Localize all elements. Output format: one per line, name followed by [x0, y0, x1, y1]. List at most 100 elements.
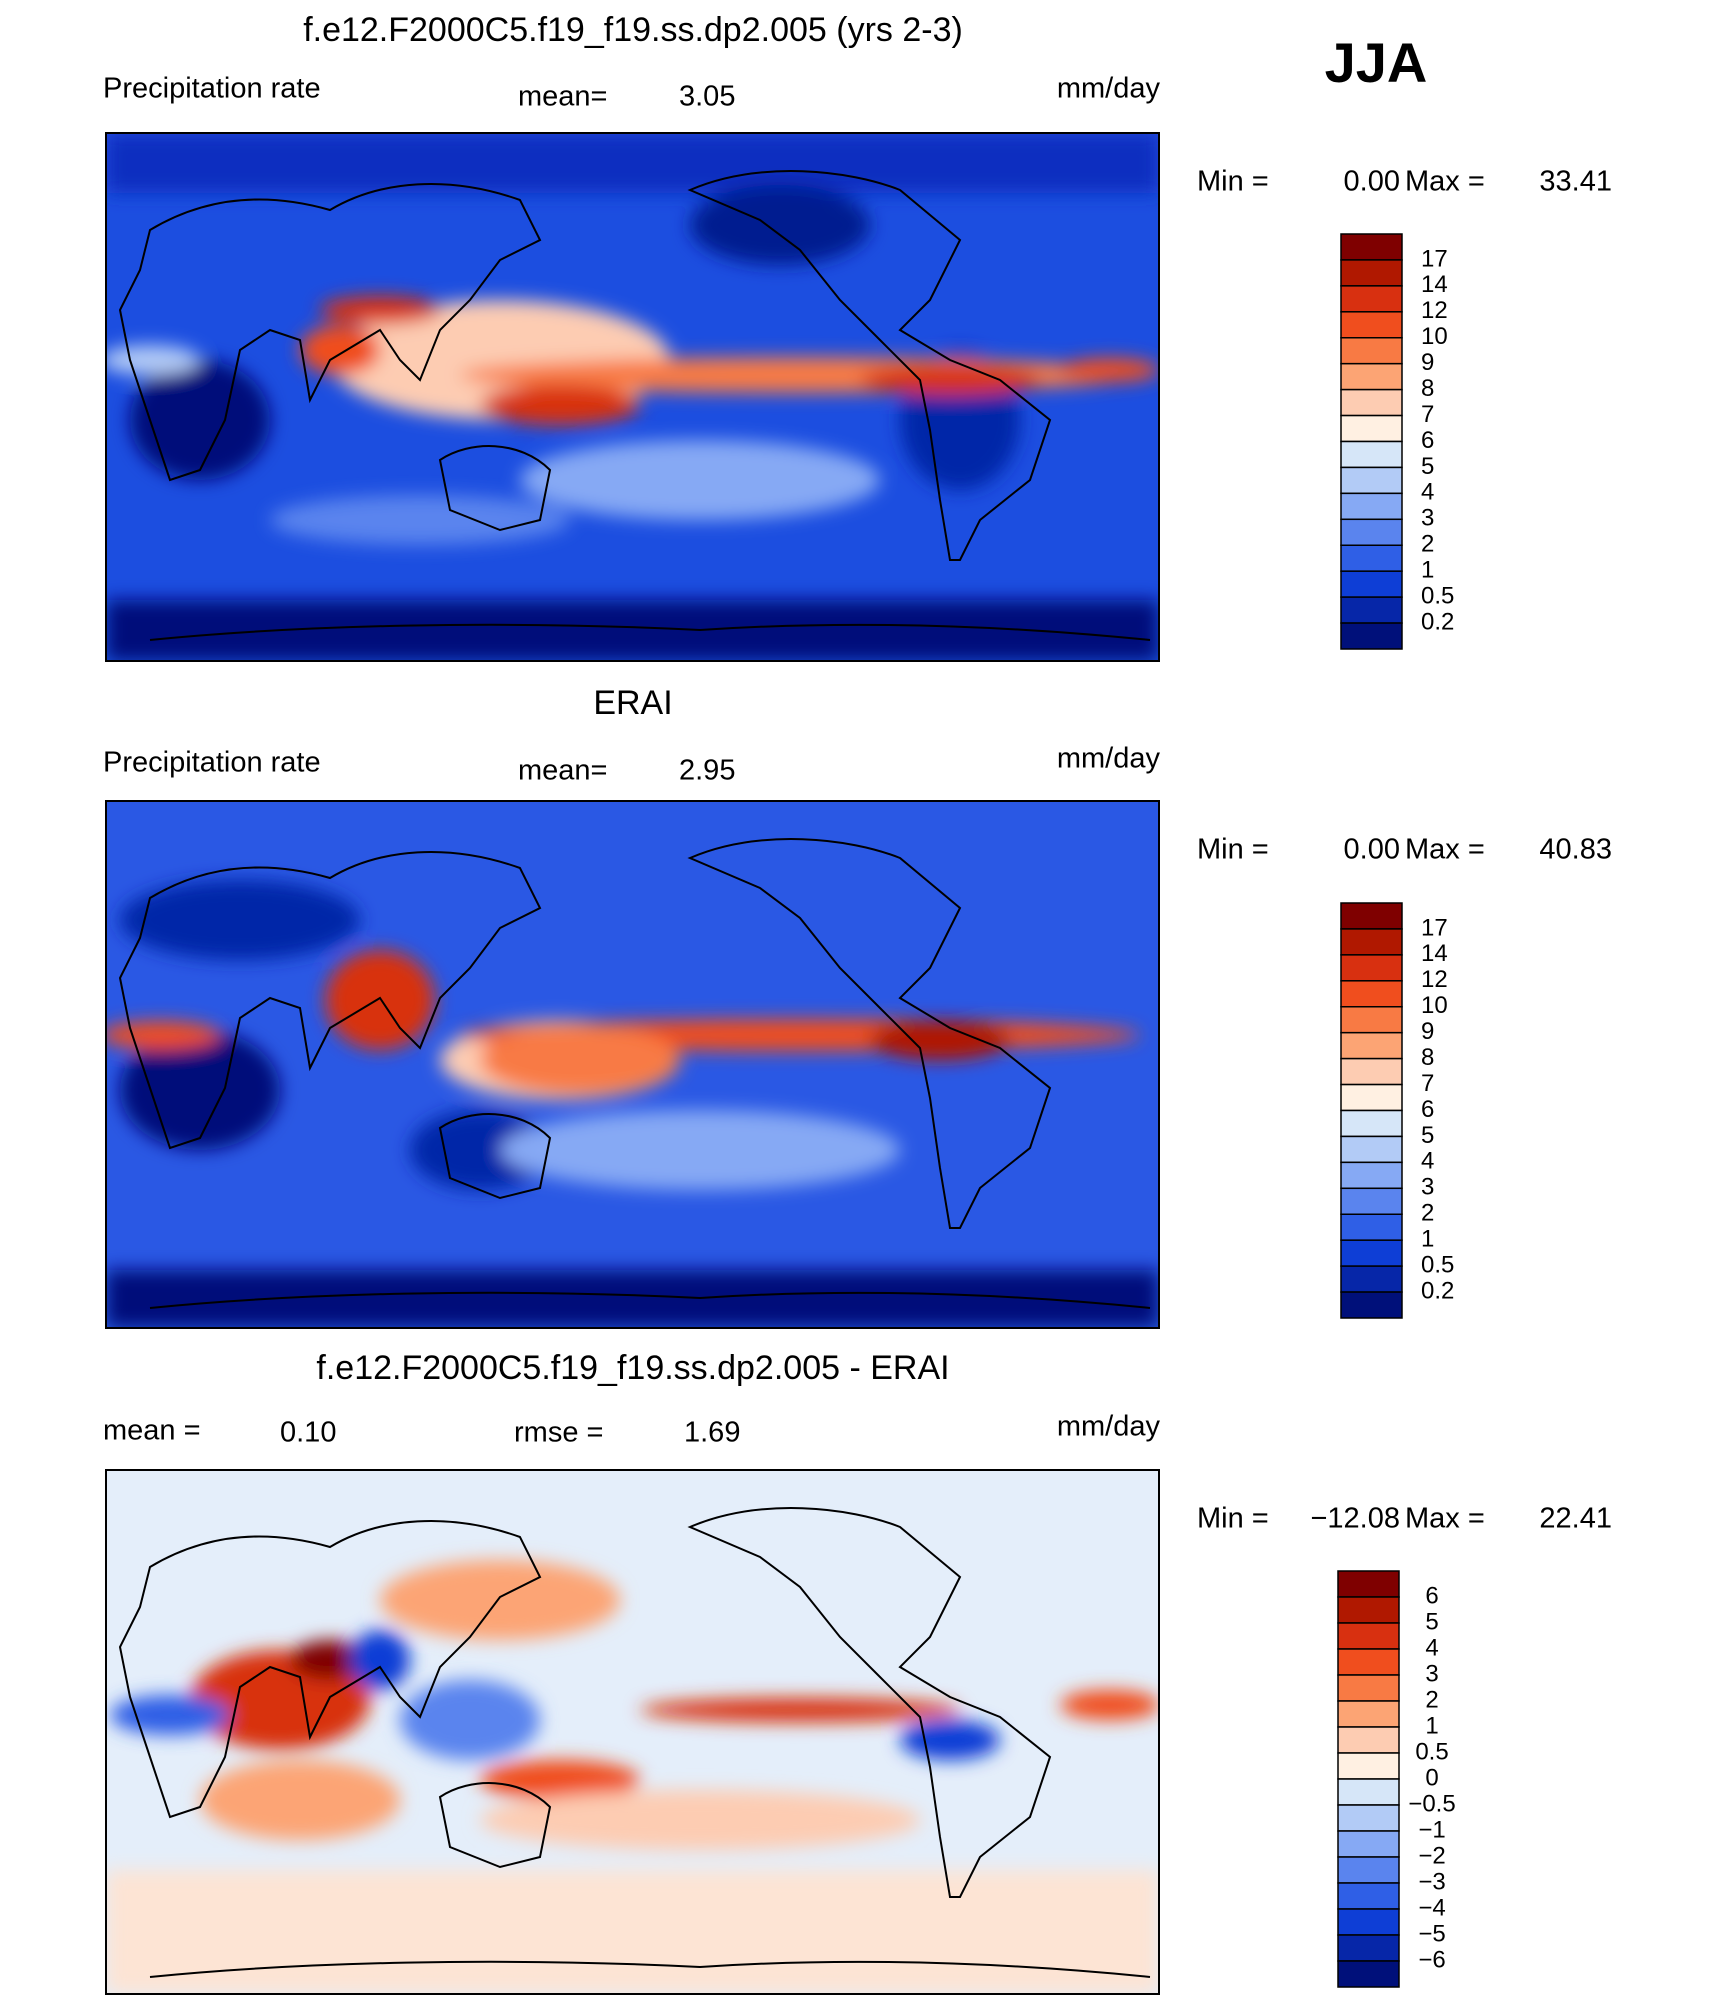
- colorbar-label: 5: [1421, 1122, 1434, 1149]
- mean-value: 3.05: [679, 81, 735, 113]
- colorbar-box: [1340, 1187, 1403, 1215]
- colorbar-box: [1340, 440, 1403, 469]
- colorbar-box: [1337, 1804, 1400, 1832]
- colorbar-label: 3: [1421, 1174, 1434, 1201]
- colorbar-box: [1340, 1057, 1403, 1086]
- colorbar-box: [1340, 980, 1403, 1008]
- colorbar-label: 3: [1421, 505, 1434, 532]
- colorbar-label: 9: [1421, 1018, 1434, 1045]
- colorbar-box: [1340, 414, 1403, 443]
- colorbar-box: [1340, 596, 1403, 624]
- colorbar-box: [1340, 902, 1403, 930]
- colorbar-box: [1340, 1135, 1403, 1164]
- left-label: Precipitation rate: [103, 747, 321, 779]
- colorbar-label: 2: [1425, 1686, 1438, 1713]
- colorbar-box: [1340, 1006, 1403, 1034]
- colorbar-label: −1: [1418, 1816, 1445, 1843]
- colorbar-label: 8: [1421, 375, 1434, 402]
- colorbar-label: −6: [1418, 1946, 1445, 1973]
- colorbar-box: [1340, 1291, 1403, 1319]
- colorbar-box: [1340, 1083, 1403, 1112]
- colorbar-label: 1: [1421, 1226, 1434, 1253]
- colorbar-box: [1337, 1752, 1400, 1780]
- left-label: mean =: [103, 1415, 201, 1447]
- panel-title: f.e12.F2000C5.f19_f19.ss.dp2.005 - ERAI: [316, 1349, 949, 1387]
- units: mm/day: [1057, 743, 1161, 775]
- mean-label: mean=: [518, 81, 607, 113]
- panel-title: ERAI: [593, 684, 672, 722]
- colorbar-label: 4: [1421, 479, 1434, 506]
- colorbar-label: 6: [1421, 1096, 1434, 1123]
- colorbar-box: [1340, 492, 1403, 521]
- colorbar-label: 17: [1421, 245, 1448, 272]
- min-label: Min =: [1197, 834, 1269, 866]
- colorbar-label: 9: [1421, 349, 1434, 376]
- colorbar-box: [1337, 1726, 1400, 1754]
- colorbar-label: 12: [1421, 966, 1448, 993]
- min-value: 0.00: [1344, 166, 1400, 198]
- colorbar-label: 17: [1421, 914, 1448, 941]
- units: mm/day: [1057, 73, 1161, 105]
- colorbar-box: [1340, 311, 1403, 339]
- colorbar-box: [1337, 1778, 1400, 1806]
- max-label: Max =: [1405, 166, 1485, 198]
- colorbar-box: [1337, 1960, 1400, 1988]
- colorbar-label: 8: [1421, 1044, 1434, 1071]
- colorbar-label: 12: [1421, 297, 1448, 324]
- colorbar-label: −3: [1418, 1868, 1445, 1895]
- colorbar-box: [1340, 466, 1403, 495]
- min-value: 0.00: [1344, 834, 1400, 866]
- max-value: 33.41: [1539, 166, 1612, 198]
- colorbar-box: [1337, 1648, 1400, 1676]
- colorbar-label: −2: [1418, 1842, 1445, 1869]
- colorbar-box: [1340, 1109, 1403, 1138]
- colorbar-label: 2: [1421, 531, 1434, 558]
- colorbar-box: [1340, 285, 1403, 313]
- colorbar-box: [1337, 1908, 1400, 1936]
- colorbar-box: [1340, 1213, 1403, 1241]
- colorbar-box: [1337, 1830, 1400, 1858]
- colorbar-label: 1: [1425, 1712, 1438, 1739]
- colorbar-label: 0: [1425, 1764, 1438, 1791]
- colorbar-box: [1337, 1570, 1400, 1598]
- colorbar-label: 7: [1421, 401, 1434, 428]
- colorbar-label: −0.5: [1408, 1790, 1455, 1817]
- colorbar-label: 3: [1425, 1660, 1438, 1687]
- colorbar-label: 0.5: [1421, 1251, 1454, 1278]
- max-label: Max =: [1405, 1503, 1485, 1535]
- units: mm/day: [1057, 1411, 1161, 1443]
- colorbar-box: [1340, 1031, 1403, 1060]
- colorbar-box: [1340, 259, 1403, 287]
- colorbar-box: [1337, 1674, 1400, 1702]
- colorbar-box: [1340, 337, 1403, 365]
- max-label: Max =: [1405, 834, 1485, 866]
- colorbar-box: [1337, 1882, 1400, 1910]
- colorbar-box: [1337, 1700, 1400, 1728]
- colorbar-box: [1337, 1622, 1400, 1650]
- map-difference: [106, 1470, 1159, 1994]
- colorbar-label: 10: [1421, 992, 1448, 1019]
- colorbar-label: 4: [1421, 1148, 1434, 1175]
- colorbar-box: [1340, 622, 1403, 650]
- min-label: Min =: [1197, 166, 1269, 198]
- colorbar-box: [1340, 1239, 1403, 1267]
- colorbar-box: [1340, 544, 1403, 572]
- colorbar-box: [1340, 928, 1403, 956]
- season-label: JJA: [1325, 31, 1428, 94]
- colorbar-label: 0.2: [1421, 1277, 1454, 1304]
- colorbar-label: 14: [1421, 940, 1448, 967]
- rmse-label: rmse =: [514, 1417, 603, 1449]
- colorbar-label: 10: [1421, 323, 1448, 350]
- colorbar-label: 6: [1421, 427, 1434, 454]
- panel-title: f.e12.F2000C5.f19_f19.ss.dp2.005 (yrs 2-…: [303, 11, 963, 49]
- left-label: Precipitation rate: [103, 73, 321, 105]
- colorbar-box: [1340, 570, 1403, 598]
- min-value: −12.08: [1310, 1503, 1400, 1535]
- colorbar-label: 2: [1421, 1200, 1434, 1227]
- colorbar-box: [1337, 1856, 1400, 1884]
- colorbar-label: −4: [1418, 1894, 1445, 1921]
- colorbar-box: [1340, 1265, 1403, 1293]
